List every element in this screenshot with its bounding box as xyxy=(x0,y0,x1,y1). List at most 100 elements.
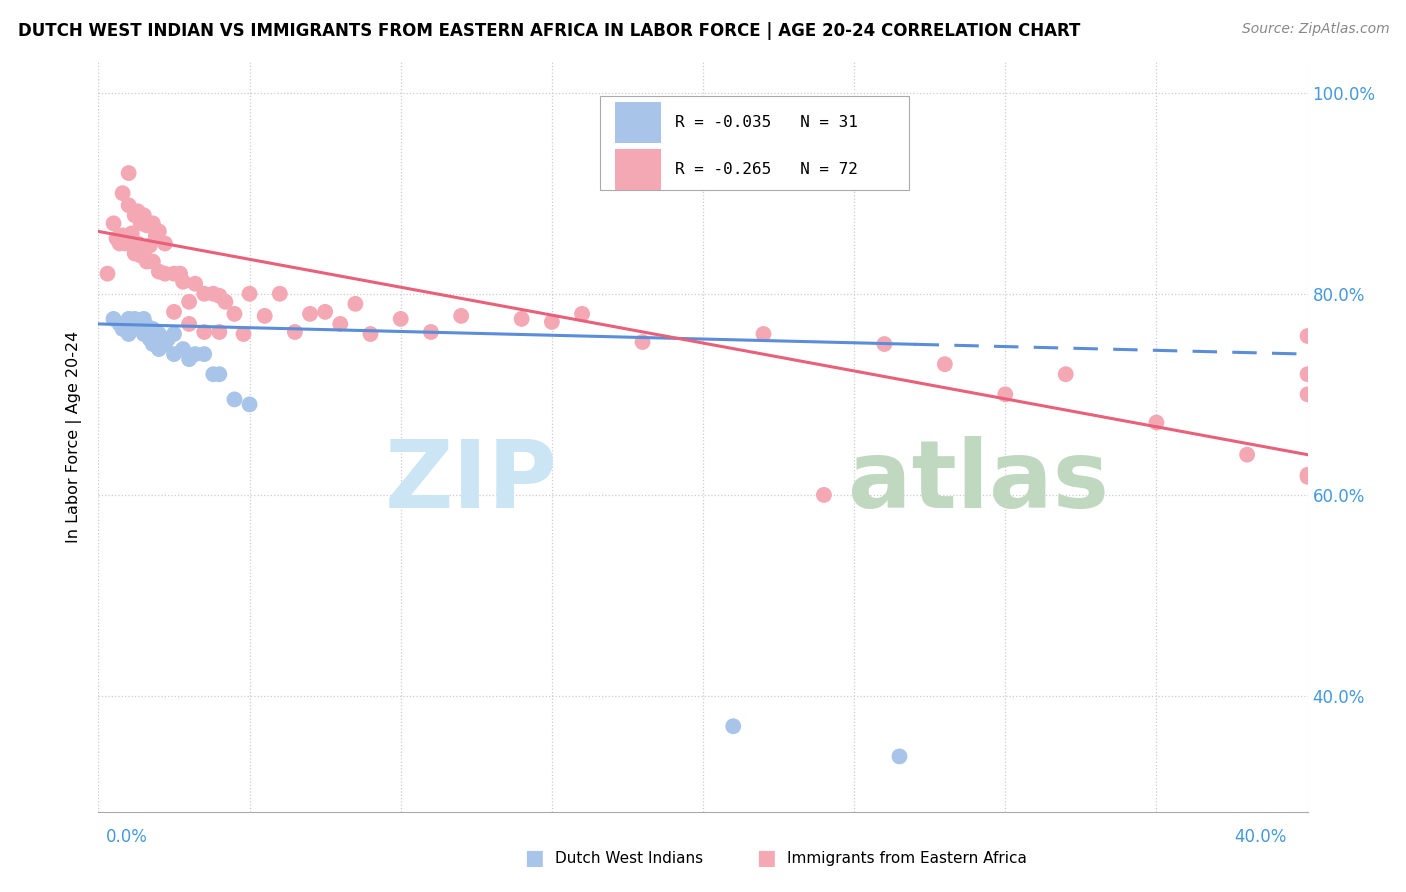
Text: R = -0.265   N = 72: R = -0.265 N = 72 xyxy=(675,161,858,177)
Point xyxy=(314,305,336,319)
Point xyxy=(631,334,654,349)
Point xyxy=(124,246,146,260)
Point xyxy=(873,337,896,351)
Point xyxy=(156,332,179,346)
Point xyxy=(132,208,155,222)
Point xyxy=(153,267,176,281)
Point xyxy=(239,397,262,411)
Point xyxy=(202,368,225,382)
Point xyxy=(934,357,956,371)
Point xyxy=(1236,448,1258,462)
Point xyxy=(1296,368,1319,382)
Point xyxy=(329,317,352,331)
Point xyxy=(389,312,412,326)
Point xyxy=(163,267,186,281)
Point xyxy=(129,322,152,336)
Text: Source: ZipAtlas.com: Source: ZipAtlas.com xyxy=(1241,22,1389,37)
Point xyxy=(1296,470,1319,484)
Point xyxy=(129,216,152,230)
Point xyxy=(96,267,118,281)
Point xyxy=(127,204,149,219)
Text: ZIP: ZIP xyxy=(385,436,558,528)
Point xyxy=(142,254,165,268)
Point xyxy=(132,326,155,341)
Point xyxy=(179,317,201,331)
FancyBboxPatch shape xyxy=(614,102,661,143)
Point xyxy=(1296,329,1319,343)
Point xyxy=(224,392,246,407)
Point xyxy=(118,312,141,326)
Point xyxy=(163,305,186,319)
Point xyxy=(105,231,128,245)
Point xyxy=(179,352,201,367)
Point xyxy=(1054,368,1077,382)
Point xyxy=(752,326,775,341)
Point xyxy=(360,326,382,341)
Point xyxy=(994,387,1017,401)
Point xyxy=(163,347,186,361)
Point xyxy=(184,347,207,361)
Point xyxy=(118,326,141,341)
Point xyxy=(135,219,157,233)
Point xyxy=(208,289,231,303)
Point xyxy=(344,297,367,311)
Point xyxy=(163,326,186,341)
Text: Dutch West Indians: Dutch West Indians xyxy=(555,851,703,865)
Point xyxy=(132,312,155,326)
Point xyxy=(253,309,276,323)
Point xyxy=(139,332,162,346)
Point xyxy=(208,368,231,382)
Point xyxy=(172,342,194,356)
Point xyxy=(142,337,165,351)
Point xyxy=(1144,416,1167,430)
Point xyxy=(111,186,134,201)
Point xyxy=(111,322,134,336)
Y-axis label: In Labor Force | Age 20-24: In Labor Force | Age 20-24 xyxy=(66,331,83,543)
Point xyxy=(232,326,254,341)
Point xyxy=(202,286,225,301)
Point xyxy=(420,325,443,339)
Point xyxy=(723,719,745,733)
Point xyxy=(148,342,170,356)
Point xyxy=(184,277,207,291)
Point xyxy=(142,216,165,230)
Point xyxy=(540,315,562,329)
FancyBboxPatch shape xyxy=(614,149,661,190)
Point xyxy=(239,286,262,301)
Text: ■: ■ xyxy=(756,848,776,868)
Point xyxy=(284,325,307,339)
Text: 40.0%: 40.0% xyxy=(1234,828,1286,846)
Text: ■: ■ xyxy=(524,848,544,868)
Point xyxy=(208,325,231,339)
Point xyxy=(148,224,170,238)
Point xyxy=(135,254,157,268)
Point xyxy=(114,236,136,251)
Point xyxy=(145,326,167,341)
Point xyxy=(145,228,167,243)
Point xyxy=(214,294,236,309)
Point xyxy=(299,307,322,321)
Point xyxy=(142,322,165,336)
Text: Immigrants from Eastern Africa: Immigrants from Eastern Africa xyxy=(787,851,1028,865)
Point xyxy=(224,307,246,321)
Point xyxy=(571,307,593,321)
Point xyxy=(127,317,149,331)
Point xyxy=(139,238,162,252)
Point xyxy=(118,198,141,212)
Point xyxy=(510,312,533,326)
Point xyxy=(132,246,155,260)
Point xyxy=(118,166,141,180)
FancyBboxPatch shape xyxy=(600,96,908,190)
Point xyxy=(129,248,152,262)
Point xyxy=(148,265,170,279)
Point xyxy=(1296,387,1319,401)
Point xyxy=(135,318,157,333)
Point xyxy=(450,309,472,323)
Point xyxy=(169,267,191,281)
Point xyxy=(111,228,134,243)
Point xyxy=(813,488,835,502)
Point xyxy=(103,216,125,230)
Point xyxy=(193,347,215,361)
Text: DUTCH WEST INDIAN VS IMMIGRANTS FROM EASTERN AFRICA IN LABOR FORCE | AGE 20-24 C: DUTCH WEST INDIAN VS IMMIGRANTS FROM EAS… xyxy=(18,22,1081,40)
Text: R = -0.035   N = 31: R = -0.035 N = 31 xyxy=(675,115,858,130)
